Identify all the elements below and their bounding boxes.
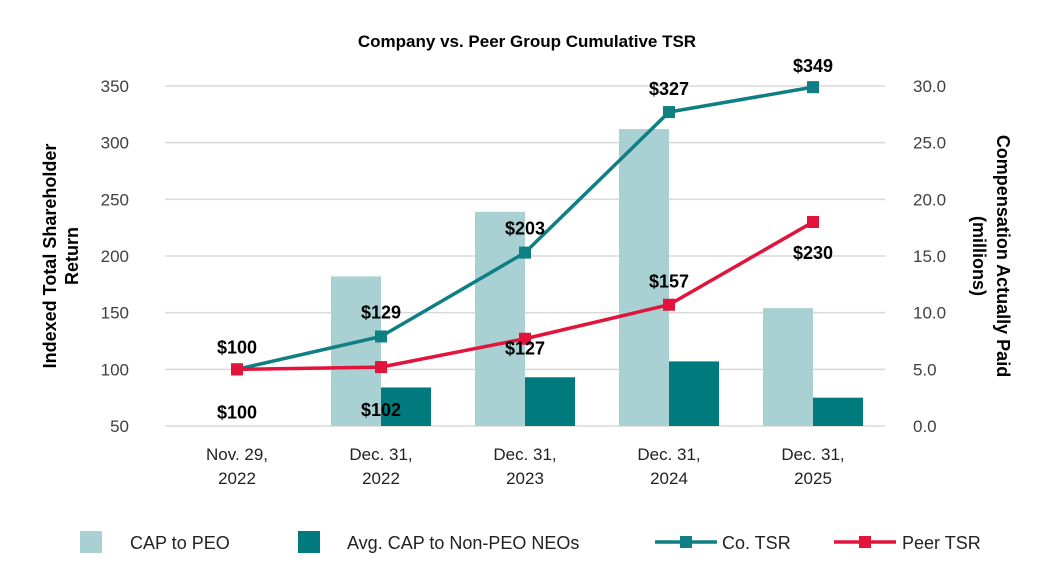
bar-0-2 <box>475 211 525 426</box>
x-tick-1: Dec. 31, 2022 <box>349 445 412 488</box>
y-left-tick-6: 350 <box>101 77 129 96</box>
data-label-1-3: $157 <box>649 272 689 292</box>
y-left-tick-0: 50 <box>110 417 129 436</box>
x-tick-2-line-0: Dec. 31, <box>493 445 556 464</box>
y-left-tick-2: 150 <box>101 304 129 323</box>
bar-0-3 <box>619 129 669 427</box>
line-series <box>231 81 819 376</box>
data-label-0-0: $100 <box>217 337 257 357</box>
legend-swatch-cap-neos <box>298 531 320 553</box>
y-left-tick-5: 300 <box>101 134 129 153</box>
bar-1-1 <box>381 387 431 426</box>
legend-swatch-cap-peo <box>80 531 102 553</box>
x-tick-1-line-1: 2022 <box>362 469 400 488</box>
data-label-1-1: $102 <box>361 400 401 420</box>
legend-marker-peer-tsr <box>859 536 871 548</box>
legend-label-cap-peo: CAP to PEO <box>130 533 230 553</box>
y-right-ticks: 0.0 5.0 10.0 15.0 20.0 25.0 30.0 <box>913 77 946 436</box>
bar-0-1 <box>331 276 381 426</box>
marker-1-2 <box>519 332 531 345</box>
marker-0-3 <box>663 106 675 119</box>
bar-series <box>331 129 863 427</box>
y-right-tick-5: 25.0 <box>913 134 946 153</box>
x-tick-0: Nov. 29, 2022 <box>206 445 268 488</box>
bar-1-2 <box>525 377 575 426</box>
y-left-title-line-1: Return <box>62 227 82 285</box>
y-right-tick-2: 10.0 <box>913 304 946 323</box>
x-tick-3: Dec. 31, 2024 <box>637 445 700 488</box>
data-labels: $100 $129 $203 $327 $349 $100 $102 $127 $157 $230 <box>217 56 833 422</box>
data-label-0-1: $129 <box>361 302 401 322</box>
y-left-tick-1: 100 <box>101 360 129 379</box>
x-tick-4-line-1: 2025 <box>794 469 832 488</box>
y-left-title: Indexed Total Shareholder Return <box>40 144 82 369</box>
x-tick-1-line-0: Dec. 31, <box>349 445 412 464</box>
y-right-tick-3: 15.0 <box>913 247 946 266</box>
axis-titles: Indexed Total Shareholder Return Compensat… <box>40 135 1013 377</box>
y-right-tick-6: 30.0 <box>913 77 946 96</box>
marker-0-4 <box>807 81 819 94</box>
y-right-tick-0: 0.0 <box>913 417 937 436</box>
data-label-1-0: $100 <box>217 402 257 422</box>
y-right-title-line-0: Compensation Actually Paid <box>993 135 1013 377</box>
data-label-1-2: $127 <box>505 339 545 359</box>
y-left-ticks: 50 100 150 200 250 300 350 <box>101 77 129 436</box>
marker-1-1 <box>375 361 387 374</box>
legend-label-cap-neos: Avg. CAP to Non-PEO NEOs <box>347 533 579 553</box>
chart-title: Company vs. Peer Group Cumulative TSR <box>358 32 696 51</box>
bar-0-4 <box>763 308 813 426</box>
marker-1-0 <box>231 363 243 376</box>
x-tick-0-line-1: 2022 <box>218 469 256 488</box>
x-tick-0-line-0: Nov. 29, <box>206 445 268 464</box>
x-tick-3-line-0: Dec. 31, <box>637 445 700 464</box>
marker-1-3 <box>663 298 675 311</box>
data-label-0-3: $327 <box>649 79 689 99</box>
legend-label-co-tsr: Co. TSR <box>722 533 791 553</box>
x-tick-2: Dec. 31, 2023 <box>493 445 556 488</box>
legend-label-peer-tsr: Peer TSR <box>902 533 981 553</box>
bar-1-3 <box>669 361 719 426</box>
x-tick-2-line-1: 2023 <box>506 469 544 488</box>
data-label-0-2: $203 <box>505 219 545 239</box>
marker-0-2 <box>519 246 531 259</box>
x-tick-4-line-0: Dec. 31, <box>781 445 844 464</box>
y-left-tick-3: 200 <box>101 247 129 266</box>
data-label-0-4: $349 <box>793 56 833 76</box>
bar-1-4 <box>813 397 863 426</box>
legend-marker-co-tsr <box>680 536 692 548</box>
y-right-tick-1: 5.0 <box>913 360 937 379</box>
y-right-title-line-1: (millions) <box>969 216 989 296</box>
legend: CAP to PEO Avg. CAP to Non-PEO NEOs Co. TS… <box>80 531 981 553</box>
marker-0-1 <box>375 330 387 343</box>
y-left-title-line-0: Indexed Total Shareholder <box>40 144 60 369</box>
x-tick-3-line-1: 2024 <box>650 469 688 488</box>
y-right-tick-4: 20.0 <box>913 190 946 209</box>
x-tick-4: Dec. 31, 2025 <box>781 445 844 488</box>
data-label-1-4: $230 <box>793 243 833 263</box>
marker-1-4 <box>807 216 819 228</box>
y-right-title: Compensation Actually Paid(millions) <box>969 135 1013 377</box>
y-left-tick-4: 250 <box>101 190 129 209</box>
